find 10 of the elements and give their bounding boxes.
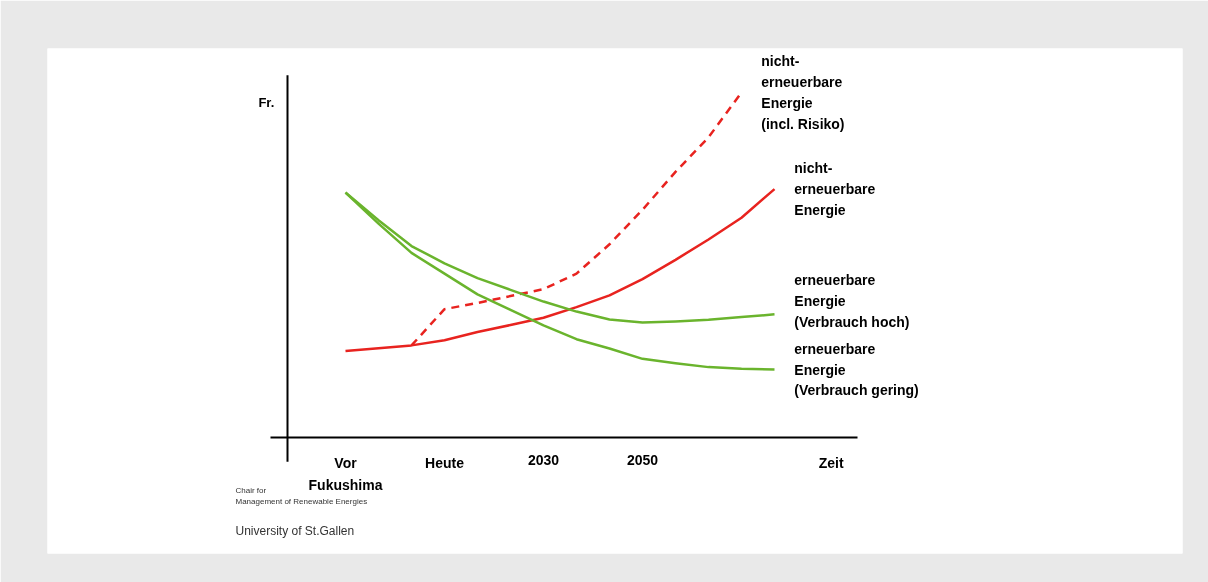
series-label: nicht- erneuerbare Energie (incl. Risiko) bbox=[761, 53, 845, 132]
y-axis-title: Fr. bbox=[258, 95, 275, 111]
series-label: erneuerbare Energie (Verbrauch hoch) bbox=[794, 272, 910, 330]
x-tick-label: 2030 bbox=[527, 451, 560, 468]
x-axis-title: Zeit bbox=[818, 454, 844, 471]
series-label: nicht- erneuerbare Energie bbox=[794, 160, 876, 218]
text: University of St.Gallen bbox=[235, 523, 355, 538]
series-label: erneuerbare Energie (Verbrauch gering) bbox=[794, 340, 919, 399]
x-tick-label: 2050 bbox=[626, 451, 659, 468]
x-tick-label: Heute bbox=[425, 454, 465, 471]
